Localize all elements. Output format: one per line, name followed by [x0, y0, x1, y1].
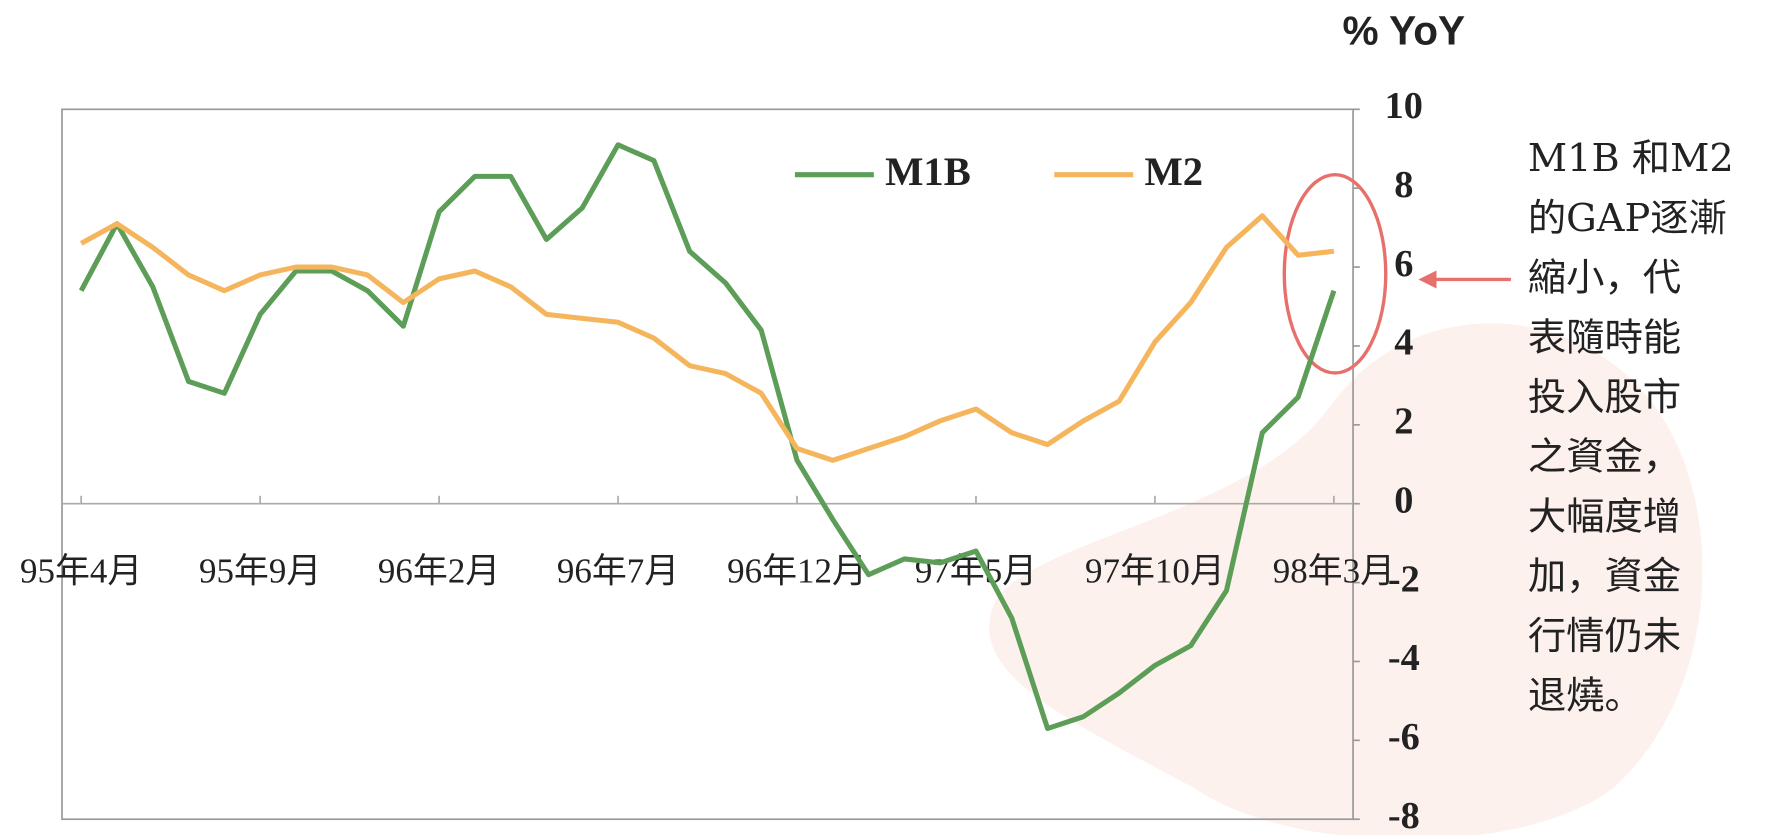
x-tick-label: 97年5月 — [915, 552, 1037, 591]
annotation-line: 行情仍未 — [1528, 614, 1681, 659]
y-tick-label: 2 — [1394, 401, 1413, 443]
x-tick-label: 96年7月 — [557, 552, 679, 591]
legend-label: M1B — [885, 149, 971, 194]
x-tick-label: 96年2月 — [378, 552, 500, 591]
y-tick-label: 10 — [1385, 85, 1423, 127]
x-tick-label: 95年9月 — [199, 552, 321, 591]
x-tick-label: 97年10月 — [1085, 552, 1225, 591]
annotation-line: M1B 和M2 — [1528, 136, 1734, 181]
annotation-line: 之資金， — [1528, 435, 1681, 480]
y-tick-label: 0 — [1394, 480, 1413, 522]
x-tick-label: 98年3月 — [1273, 552, 1395, 591]
annotation-line: 縮小，代 — [1528, 256, 1681, 301]
annotation-line: 表隨時能 — [1528, 315, 1681, 360]
annotation-line: 退燒。 — [1528, 674, 1643, 719]
annotation-line: 投入股市 — [1528, 375, 1681, 420]
annotation-line: 加，資金 — [1528, 554, 1681, 599]
y-tick-label: 8 — [1394, 164, 1413, 206]
annotation-line: 的GAP逐漸 — [1528, 196, 1727, 241]
chart: % YoY M1B 和M2 的GAP逐漸縮小，代表隨時能投入股市之資金， 大幅度增加… — [0, 0, 1768, 835]
legend-label: M2 — [1144, 149, 1203, 194]
x-tick-label: 96年12月 — [727, 552, 867, 591]
y-tick-label: -6 — [1388, 716, 1420, 758]
y-tick-label: -4 — [1388, 637, 1420, 679]
y-tick-label: -8 — [1388, 795, 1420, 835]
chart-title: % YoY — [1343, 8, 1466, 54]
y-tick-label: 6 — [1394, 243, 1413, 285]
y-tick-label: 4 — [1394, 322, 1413, 364]
x-tick-label: 95年4月 — [20, 552, 142, 591]
annotation-line: 大幅度增 — [1528, 494, 1681, 539]
